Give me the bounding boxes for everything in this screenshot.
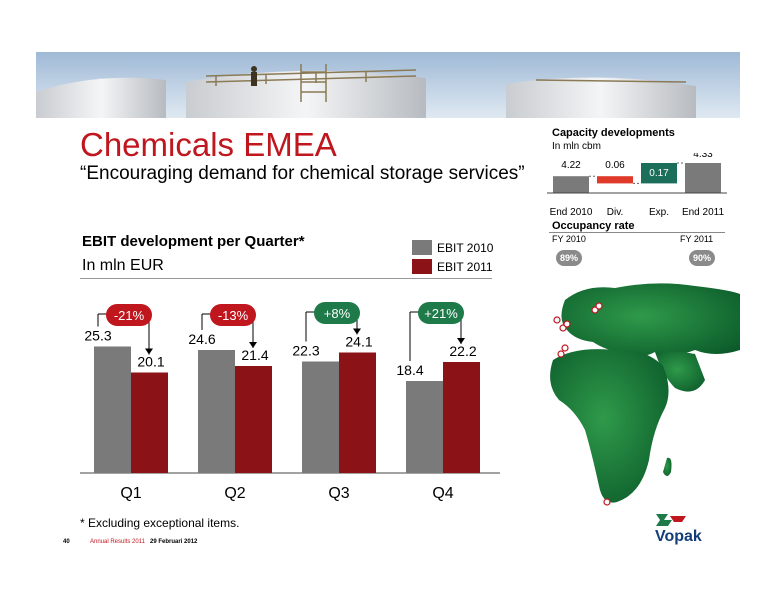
category-label-q4: Q4 [432,485,453,502]
vopak-logo [652,512,692,533]
emea-map [545,280,740,512]
change-badge [210,304,256,326]
change-arrow-head [353,328,361,335]
storage-tanks-icon [36,52,740,118]
capacity-bar-div [597,176,633,184]
change-arrow-head [145,348,153,355]
bar-value-label: 25.3 [84,328,111,344]
legend-swatch-2010 [412,240,432,255]
bar-value-label: 22.2 [449,343,476,359]
capacity-bar-end-2011 [685,163,721,193]
legend-swatch-2011 [412,259,432,274]
bar-value-label: 24.1 [345,334,372,350]
capacity-value-label: 4.33 [693,153,713,160]
capacity-value-label: 0.06 [605,160,625,171]
bar-2011-q2 [235,366,272,473]
capacity-unit: In mln cbm [552,141,601,152]
bar-2010-q1 [94,346,131,473]
legend-label-2011: EBIT 2011 [437,260,493,274]
bar-value-label: 24.6 [188,331,215,347]
footer-event: Annual Results 2011 [90,539,145,545]
occupancy-value-2010: 89% [556,250,582,266]
slide-title: Chemicals EMEA [80,126,337,163]
change-label: -13% [218,308,249,323]
change-arrow-head [249,342,257,348]
capacity-bar-exp [641,163,677,184]
bar-2010-q3 [302,361,339,473]
chart-unit: In mln EUR [82,257,164,274]
category-label-q3: Q3 [328,485,349,502]
occupancy-label-2011: FY 2011 [680,234,714,244]
emea-terminal-map-icon [550,283,740,506]
bar-value-label: 22.3 [292,343,319,359]
change-badge [418,302,464,324]
category-label-q2: Q2 [224,485,245,502]
change-label: -21% [114,308,145,323]
bar-2011-q3 [339,352,376,473]
bar-2010-q4 [406,381,443,473]
capacity-category-label: Exp. [649,207,669,218]
capacity-waterfall-chart: 4.22 0.06 0.17 4.33 End 2010 Div. Exp. End 2011 [547,153,727,218]
bar-value-label: 18.4 [396,362,423,378]
bar-2011-q4 [443,362,480,473]
change-arrow-head [457,338,465,344]
occupancy-value-2011: 90% [689,250,715,266]
change-label: +21% [424,306,458,321]
change-badge [314,302,360,324]
footer-date: 29 Februari 2012 [150,539,198,545]
bar-value-label: 21.4 [241,347,268,363]
divider [80,278,492,279]
bar-value-label: 20.1 [137,354,164,370]
bar-2010-q2 [198,350,235,473]
footnote: * Excluding exceptional items. [80,516,240,530]
category-label-q1: Q1 [120,485,141,502]
change-label: +8% [324,306,351,321]
capacity-category-label: Div. [607,207,623,218]
capacity-bar-end-2010 [553,176,589,193]
change-badge [106,304,152,326]
header-photo [36,52,740,118]
capacity-category-label: End 2010 [550,207,593,218]
vopak-logo-text: Vopak [655,528,702,545]
slide-subtitle: “Encouraging demand for chemical storage… [80,163,525,184]
occupancy-title: Occupancy rate [552,220,635,232]
capacity-title: Capacity developments [552,127,675,139]
ebit-bar-chart: 25.3 20.1 Q1 -21% 24.6 21.4 Q2 -13% 22.3 24.1 Q3 +8… [80,302,500,502]
occupancy-label-2010: FY 2010 [552,234,586,244]
capacity-value-label: 0.17 [649,168,669,179]
chart-title: EBIT development per Quarter* [82,233,305,250]
capacity-value-label: 4.22 [561,160,581,171]
legend-label-2010: EBIT 2010 [437,241,494,255]
bar-2011-q1 [131,372,168,473]
vopak-logo-icon [656,514,686,526]
capacity-category-label: End 2011 [682,207,725,218]
divider [549,232,725,233]
page-number: 40 [63,539,70,545]
